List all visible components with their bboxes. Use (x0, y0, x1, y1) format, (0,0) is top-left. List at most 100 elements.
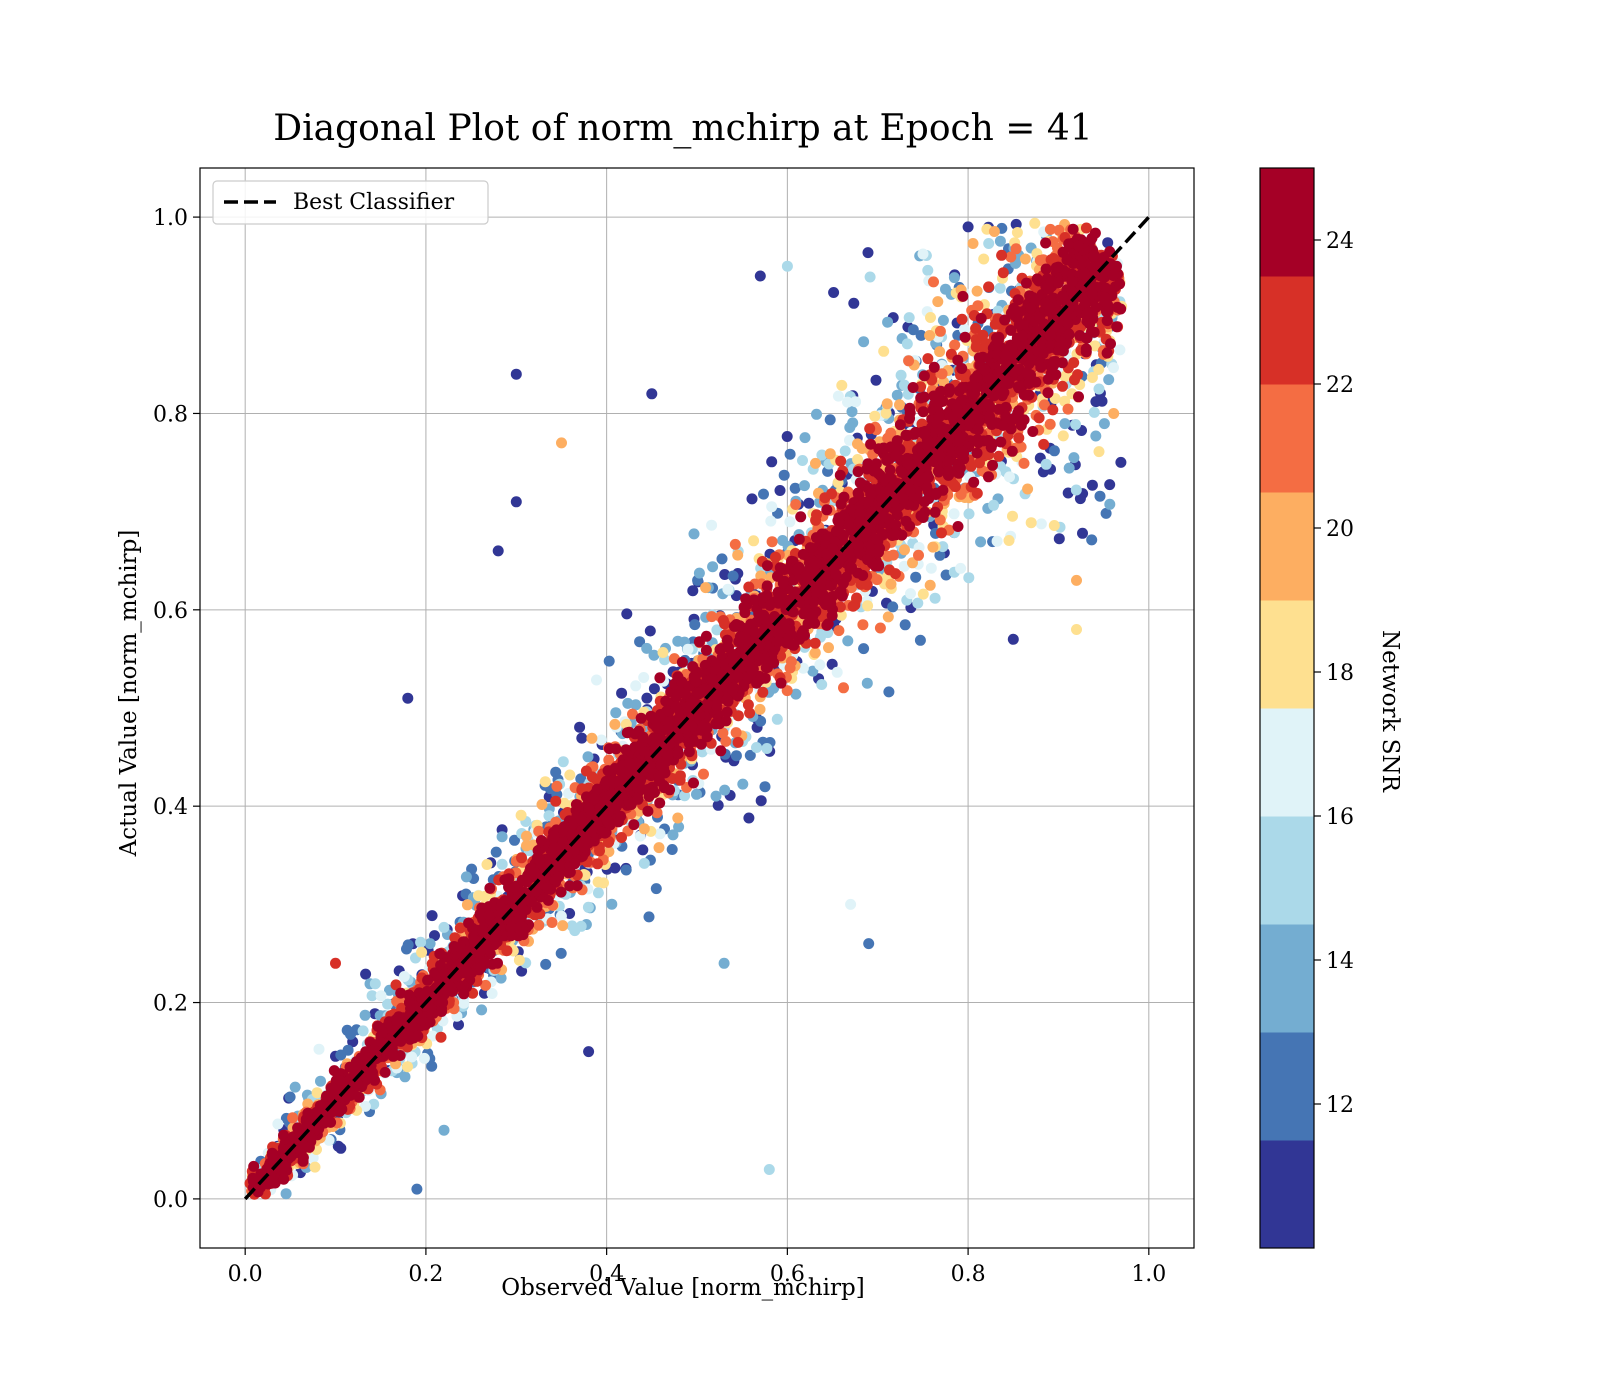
scatter-point (1035, 518, 1047, 530)
scatter-point (1070, 419, 1082, 430)
scatter-point (638, 857, 650, 869)
scatter-point (603, 846, 615, 858)
scatter-point (922, 264, 934, 276)
scatter-point (917, 588, 929, 600)
scatter-point (492, 957, 503, 969)
scatter-point (1007, 633, 1019, 645)
scatter-point (486, 988, 498, 999)
scatter-point (719, 784, 731, 796)
scatter-point (689, 619, 701, 631)
scatter-point (810, 457, 821, 469)
scatter-point (454, 922, 466, 934)
scatter-point (595, 734, 607, 746)
scatter-point (1057, 380, 1068, 392)
scatter-point (1088, 406, 1100, 418)
scatter-point (803, 497, 815, 509)
scatter-point (880, 407, 892, 419)
scatter-point (1104, 498, 1116, 510)
scatter-point (630, 680, 642, 692)
scatter-point (1029, 217, 1041, 229)
scatter-point (983, 238, 995, 249)
scatter-point (833, 625, 845, 637)
scatter-point (1044, 223, 1056, 235)
scatter-point (1010, 218, 1022, 230)
chart-title: Diagonal Plot of norm_mchirp at Epoch = … (273, 108, 1092, 149)
scatter-point (1090, 430, 1102, 442)
scatter-point (438, 921, 450, 933)
scatter-point (449, 932, 461, 944)
scatter-point (816, 679, 828, 690)
scatter-point (1040, 458, 1052, 470)
scatter-point (582, 901, 594, 913)
scatter-point (366, 990, 378, 1002)
scatter-point (1010, 243, 1022, 255)
scatter-point (693, 567, 705, 579)
scatter-point (1020, 277, 1032, 289)
scatter-point (831, 666, 843, 678)
scatter-point (710, 790, 722, 802)
scatter-point (809, 647, 821, 659)
scatter-point (974, 457, 985, 469)
scatter-point (509, 834, 520, 846)
scatter-point (402, 692, 414, 704)
scatter-point (1062, 403, 1074, 415)
scatter-point (807, 665, 819, 677)
scatter-point (887, 549, 899, 561)
scatter-point (1108, 408, 1120, 419)
scatter-point (797, 455, 808, 466)
scatter-point (988, 226, 1000, 237)
scatter-point (910, 571, 922, 583)
scatter-point (963, 508, 975, 520)
scatter-point (630, 699, 642, 711)
scatter-point (536, 799, 548, 810)
scatter-point (955, 562, 967, 574)
scatter-point (382, 998, 394, 1010)
scatter-point (1037, 254, 1049, 266)
scatter-point (610, 707, 622, 719)
scatter-point (755, 570, 767, 582)
scatter-point (641, 642, 653, 654)
scatter-point (717, 727, 729, 739)
scatter-point (415, 936, 427, 948)
scatter-point (996, 249, 1008, 261)
scatter-point (842, 635, 854, 647)
scatter-point (799, 432, 811, 444)
scatter-point (1100, 507, 1112, 519)
scatter-point (970, 323, 982, 334)
scatter-point (932, 296, 944, 308)
scatter-point (609, 718, 621, 730)
scatter-point (994, 235, 1006, 247)
scatter-point (438, 1124, 450, 1136)
scatter-point (744, 749, 756, 761)
scatter-point (915, 329, 927, 341)
scatter-point (1047, 404, 1059, 416)
scatter-point (784, 448, 796, 460)
scatter-point (638, 823, 650, 835)
scatter-point (732, 736, 744, 748)
scatter-point (272, 1118, 284, 1130)
scatter-point (650, 883, 662, 895)
scatter-point (641, 692, 653, 704)
scatter-point (755, 795, 767, 807)
scatter-point (852, 454, 864, 465)
scatter-point (899, 544, 910, 556)
scatter-point (557, 756, 569, 768)
scatter-point (540, 958, 552, 970)
scatter-point (770, 551, 781, 563)
scatter-point (912, 597, 924, 609)
scatter-point (826, 488, 838, 500)
scatter-point (460, 871, 472, 883)
plot-area: 0.0 0.2 0.4 0.6 0.8 1.0 0.00.20.40.60.81.0 (153, 167, 1195, 1287)
scatter-point (480, 979, 492, 991)
scatter-point (1048, 445, 1060, 457)
scatter-point (971, 285, 983, 297)
scatter-point (956, 313, 968, 325)
scatter-point (700, 630, 712, 642)
scatter-point (562, 807, 573, 818)
scatter-point (513, 954, 525, 966)
scatter-point (832, 390, 844, 402)
scatter-point (957, 290, 969, 302)
scatter-point (970, 341, 982, 353)
scatter-point (1019, 253, 1031, 265)
